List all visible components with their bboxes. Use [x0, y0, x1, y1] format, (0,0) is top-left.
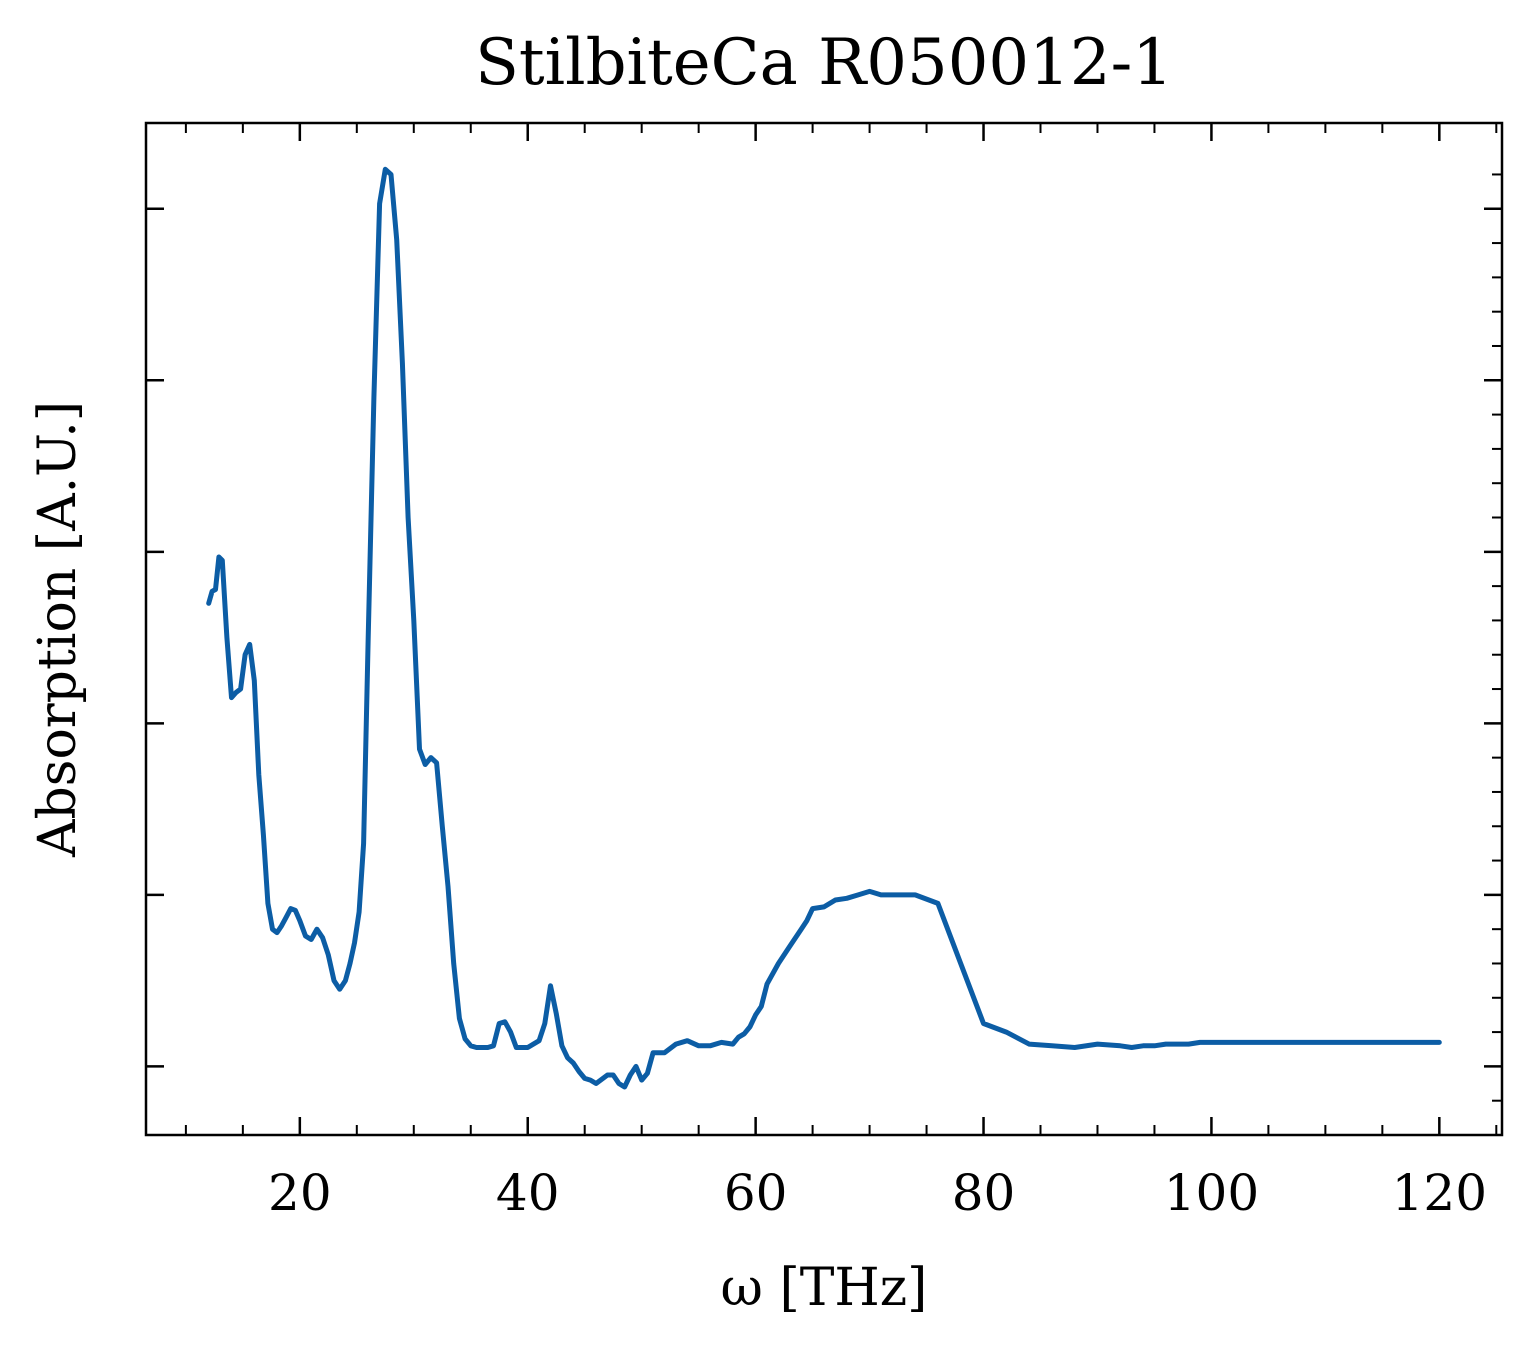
x-axis-label: ω [THz] [721, 1258, 928, 1318]
x-axis-ticks [184, 123, 1498, 1135]
y-axis-label: Absorption [A.U.] [28, 401, 88, 858]
x-tick-label: 80 [952, 1164, 1016, 1222]
x-tick-label: 20 [268, 1164, 332, 1222]
x-tick-label: 120 [1392, 1164, 1487, 1222]
x-tick-label: 40 [496, 1164, 560, 1222]
chart-title: StilbiteCa R050012-1 [475, 26, 1173, 100]
x-tick-label: 60 [724, 1164, 788, 1222]
x-axis-tick-labels: 20 40 60 80 100 120 [268, 1164, 1487, 1222]
y-axis-ticks [146, 173, 1502, 1102]
plot-frame [144, 121, 1504, 1137]
absorption-line [206, 166, 1442, 1090]
x-tick-label: 100 [1164, 1164, 1259, 1222]
